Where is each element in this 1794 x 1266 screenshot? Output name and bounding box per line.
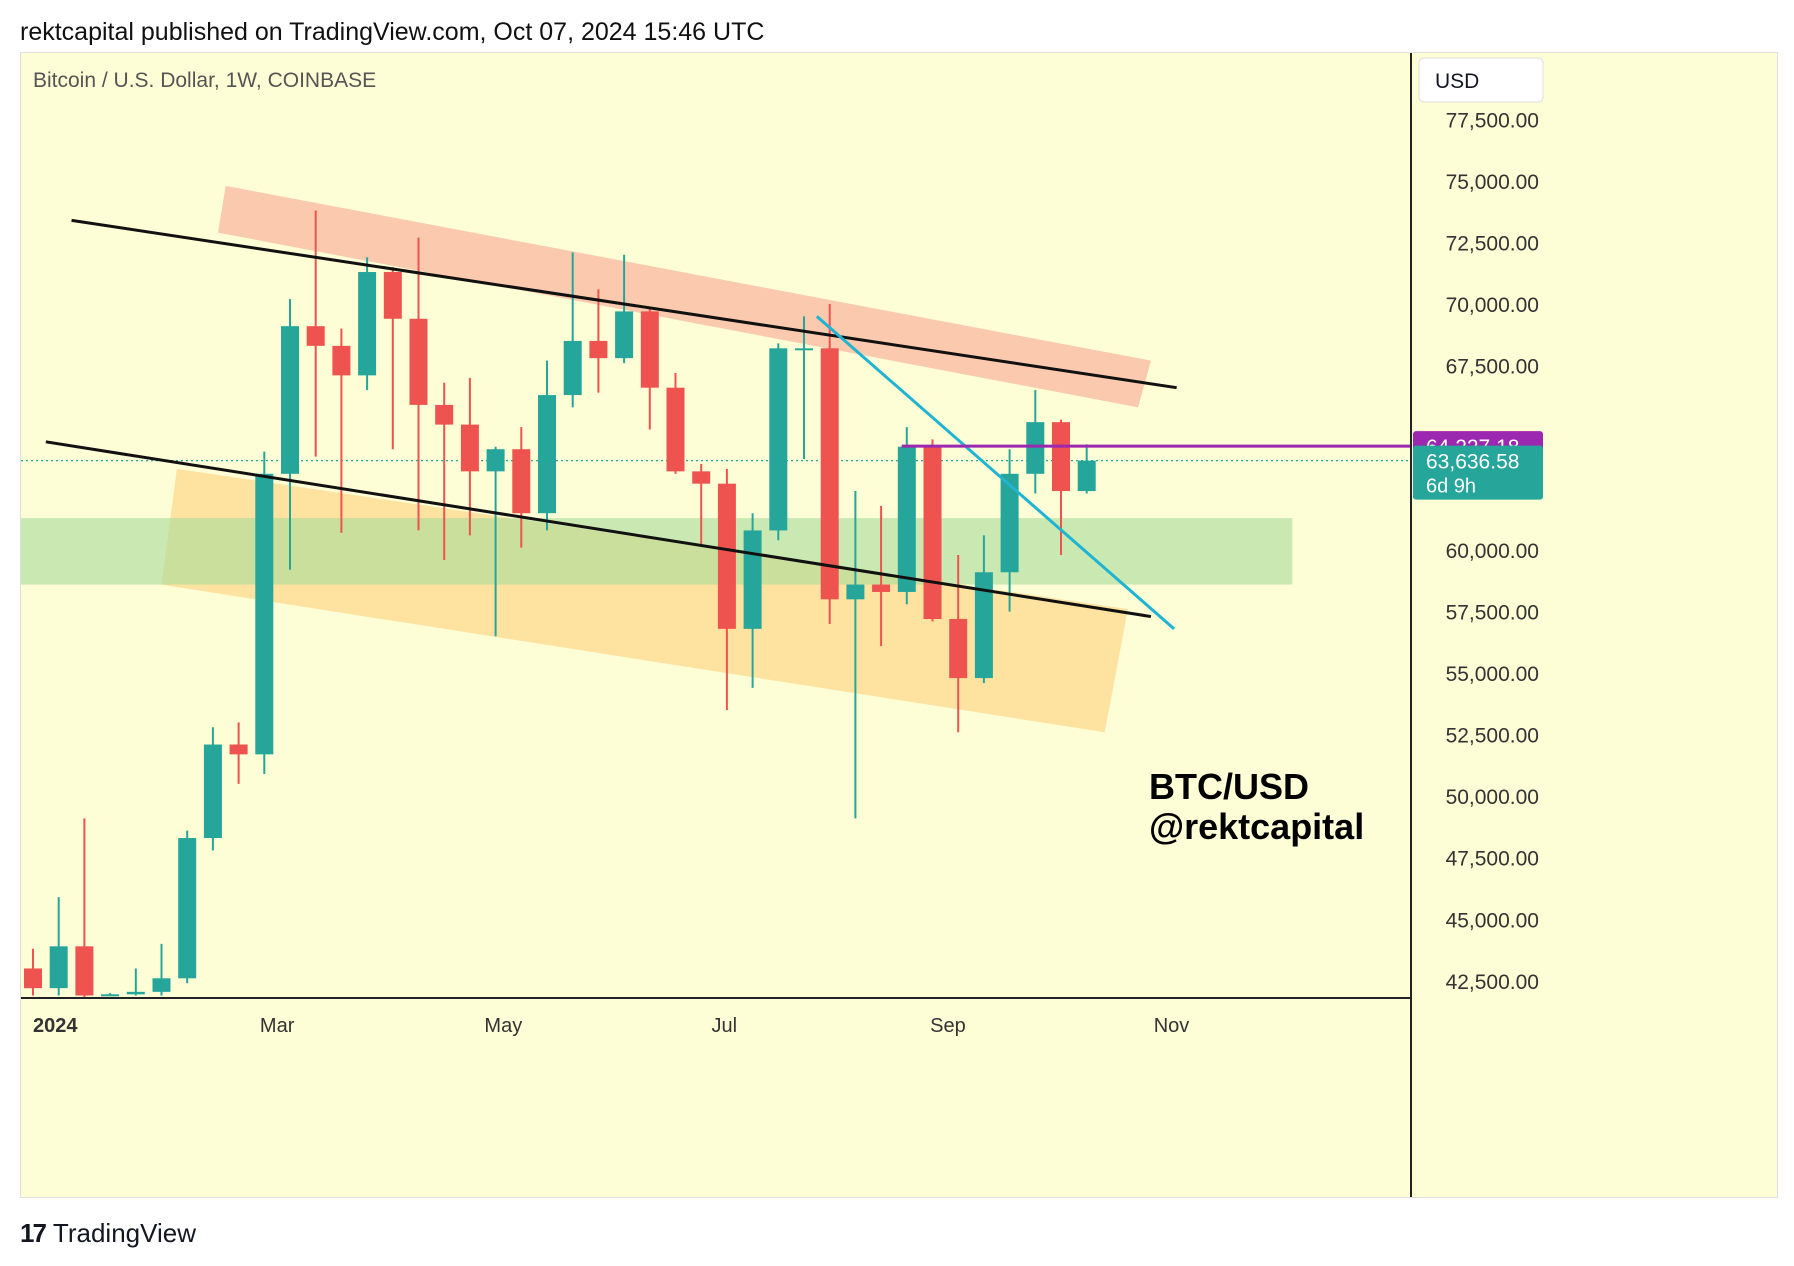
candle[interactable]	[152, 978, 171, 992]
candle[interactable]	[897, 446, 916, 592]
green-zone	[21, 518, 1293, 585]
watermark-pair: BTC/USD	[1149, 766, 1309, 807]
candle[interactable]	[769, 348, 788, 531]
candle[interactable]	[409, 318, 428, 405]
candle[interactable]	[872, 584, 891, 592]
watermark-handle: @rektcapital	[1149, 806, 1364, 847]
chart-title: Bitcoin / U.S. Dollar, 1W, COINBASE	[33, 69, 376, 92]
candle[interactable]	[615, 311, 634, 359]
price-tick-label: 67,500.00	[1446, 356, 1539, 379]
price-label-current-text: 63,636.58	[1426, 451, 1519, 474]
currency-button[interactable]	[1418, 57, 1544, 103]
candle[interactable]	[306, 326, 325, 346]
time-axis-background	[21, 998, 1411, 1197]
candle[interactable]	[49, 946, 68, 989]
candle[interactable]	[1000, 473, 1019, 573]
price-tick-label: 72,500.00	[1446, 232, 1539, 255]
candle[interactable]	[435, 404, 454, 425]
tradingview-logo-icon: 17	[20, 1218, 47, 1248]
candle[interactable]	[383, 272, 402, 319]
candle[interactable]	[795, 348, 813, 351]
candle[interactable]	[460, 424, 479, 472]
candle[interactable]	[974, 572, 993, 679]
price-tick-label: 57,500.00	[1446, 602, 1539, 625]
price-tick-label: 47,500.00	[1446, 848, 1539, 871]
price-tick-label: 52,500.00	[1446, 725, 1539, 748]
price-tick-label: 60,000.00	[1446, 540, 1539, 563]
publish-header: rektcapital published on TradingView.com…	[20, 18, 765, 46]
candle[interactable]	[203, 744, 222, 839]
candle[interactable]	[1077, 460, 1096, 492]
candle[interactable]	[538, 395, 556, 514]
time-tick-label: Nov	[1154, 1015, 1190, 1037]
candle[interactable]	[563, 340, 582, 396]
price-label-current	[1413, 445, 1543, 500]
price-tick-label: 70,000.00	[1446, 294, 1539, 317]
price-tick-label: 77,500.00	[1446, 109, 1539, 132]
currency-label: USD	[1435, 70, 1479, 93]
candle[interactable]	[101, 994, 120, 997]
btc-weekly-chart[interactable]: Bitcoin / U.S. Dollar, 1W, COINBASE BTC/U…	[21, 53, 1777, 1197]
candle[interactable]	[486, 449, 505, 472]
price-axis-background	[1411, 53, 1777, 1197]
candle[interactable]	[846, 584, 865, 600]
price-tick-label: 45,000.00	[1446, 909, 1539, 932]
time-tick-label: Sep	[930, 1015, 966, 1037]
candle[interactable]	[24, 968, 42, 989]
candle[interactable]	[1026, 422, 1045, 474]
price-tick-label: 50,000.00	[1446, 786, 1539, 809]
time-tick-label: Jul	[712, 1015, 738, 1037]
chart-panel[interactable]: Bitcoin / U.S. Dollar, 1W, COINBASE BTC/U…	[20, 52, 1778, 1198]
tradingview-footer: 17 TradingView	[20, 1218, 196, 1249]
price-tick-label: 55,000.00	[1446, 663, 1539, 686]
tradingview-brand-label: TradingView	[52, 1218, 196, 1248]
countdown-label: 6d 9h	[1426, 476, 1476, 498]
resistance-zone	[218, 185, 1151, 408]
channel-upper-line[interactable]	[71, 218, 1177, 390]
candle[interactable]	[1052, 422, 1070, 492]
candle[interactable]	[255, 473, 274, 755]
candle[interactable]	[589, 340, 608, 359]
candle[interactable]	[717, 483, 736, 629]
price-tick-label: 42,500.00	[1446, 971, 1539, 994]
channel-lower-line[interactable]	[45, 440, 1152, 619]
candle[interactable]	[281, 326, 299, 474]
candle[interactable]	[512, 449, 531, 514]
candle[interactable]	[75, 946, 94, 996]
time-tick-label: May	[484, 1015, 522, 1037]
candle[interactable]	[743, 530, 762, 629]
candle[interactable]	[923, 446, 942, 620]
price-tick-label: 75,000.00	[1446, 171, 1539, 194]
candle[interactable]	[692, 471, 711, 484]
descending-trendline[interactable]	[815, 315, 1176, 630]
candle[interactable]	[640, 311, 659, 388]
candle[interactable]	[126, 991, 145, 995]
candle[interactable]	[229, 744, 248, 755]
time-tick-label: Mar	[260, 1015, 295, 1037]
candle[interactable]	[820, 348, 839, 600]
candle[interactable]	[178, 838, 197, 979]
candle[interactable]	[666, 387, 685, 472]
candle[interactable]	[332, 345, 351, 376]
candle[interactable]	[358, 272, 377, 376]
time-tick-label: 2024	[33, 1015, 78, 1037]
candle[interactable]	[949, 619, 968, 679]
